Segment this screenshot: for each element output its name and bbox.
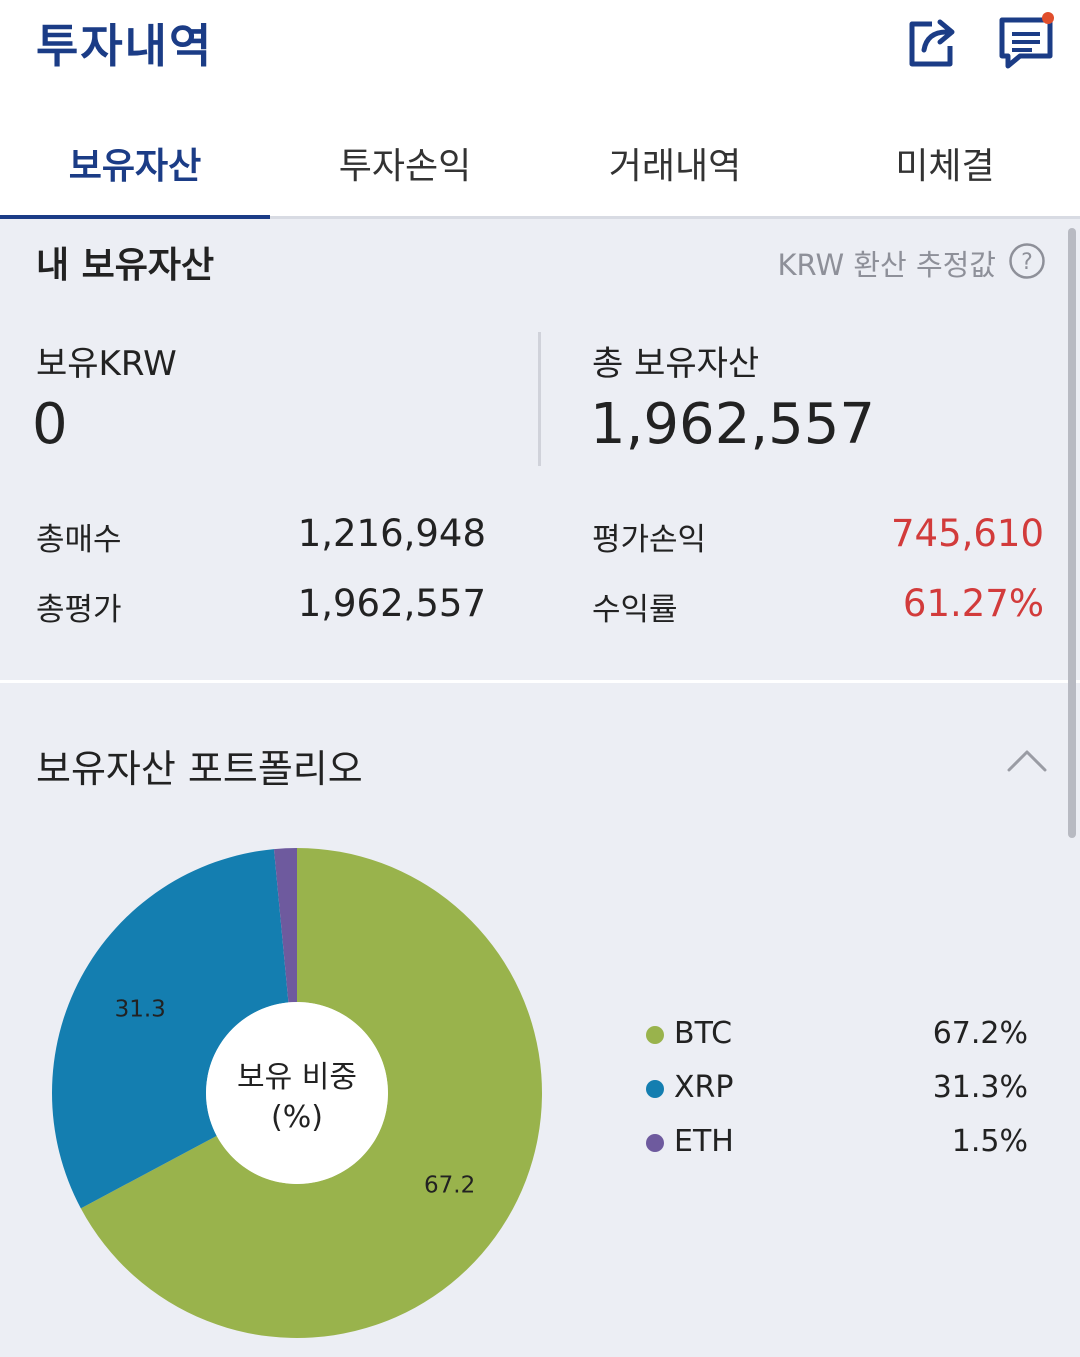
chart-center-title: 보유 비중 <box>237 1060 357 1095</box>
chevron-up-icon[interactable] <box>1006 744 1048 774</box>
legend-value: 1.5% <box>951 1124 1028 1159</box>
krw-balance-value: 0 <box>32 392 68 457</box>
tab-holdings[interactable]: 보유자산 <box>0 110 270 219</box>
total-eval-value: 1,962,557 <box>297 582 486 625</box>
legend-label: BTC <box>674 1016 733 1051</box>
krw-balance-label: 보유KRW <box>36 344 177 384</box>
page-title: 투자내역 <box>36 19 214 73</box>
krw-estimate-note: KRW 환산 추정값 <box>777 248 996 282</box>
notification-dot <box>1042 12 1054 24</box>
donut-hole <box>206 1002 388 1184</box>
section-divider <box>0 680 1080 683</box>
legend-label: XRP <box>674 1070 734 1105</box>
portfolio-donut-chart: 67.2 31.3 보유 비중 (%) <box>51 848 542 1338</box>
legend-value: 31.3% <box>932 1070 1028 1105</box>
tab-transactions[interactable]: 거래내역 <box>608 146 742 187</box>
my-assets-title: 내 보유자산 <box>36 245 215 286</box>
total-buy-label: 총매수 <box>36 522 122 558</box>
legend-item-eth: ETH 1.5% <box>644 1124 1028 1164</box>
return-rate-value: 61.27% <box>902 582 1044 625</box>
portfolio-title: 보유자산 포트폴리오 <box>36 747 363 791</box>
app-header: 투자내역 <box>0 0 1080 110</box>
eval-pnl-value: 745,610 <box>890 512 1044 555</box>
divider <box>538 332 541 466</box>
tab-bar: 보유자산 투자손익 거래내역 미체결 <box>0 110 1080 219</box>
legend-item-btc: BTC 67.2% <box>644 1016 1028 1056</box>
return-rate-label: 수익률 <box>592 592 678 628</box>
slice-label-btc: 67.2 <box>424 1173 475 1199</box>
slice-xrp <box>51 849 289 1209</box>
total-eval-label: 총평가 <box>36 592 122 628</box>
legend-label: ETH <box>674 1124 734 1159</box>
chart-center-unit: (%) <box>271 1100 323 1135</box>
total-assets-label: 총 보유자산 <box>592 344 760 384</box>
tab-profit-loss[interactable]: 투자손익 <box>338 146 472 187</box>
help-icon[interactable]: ? <box>1008 242 1046 280</box>
legend-dot <box>646 1080 664 1098</box>
slice-btc <box>80 848 542 1338</box>
legend-dot <box>646 1134 664 1152</box>
scrollbar[interactable] <box>1068 228 1076 838</box>
share-icon[interactable] <box>902 12 962 72</box>
svg-text:?: ? <box>1021 250 1033 275</box>
legend-item-xrp: XRP 31.3% <box>644 1070 1028 1110</box>
message-icon[interactable] <box>996 12 1056 72</box>
legend-dot <box>646 1026 664 1044</box>
total-assets-value: 1,962,557 <box>590 392 876 457</box>
eval-pnl-label: 평가손익 <box>592 522 707 558</box>
legend-value: 67.2% <box>932 1016 1028 1051</box>
slice-label-xrp: 31.3 <box>115 997 166 1023</box>
slice-eth <box>273 848 297 1003</box>
tab-open-orders[interactable]: 미체결 <box>895 146 995 187</box>
total-buy-value: 1,216,948 <box>297 512 486 555</box>
